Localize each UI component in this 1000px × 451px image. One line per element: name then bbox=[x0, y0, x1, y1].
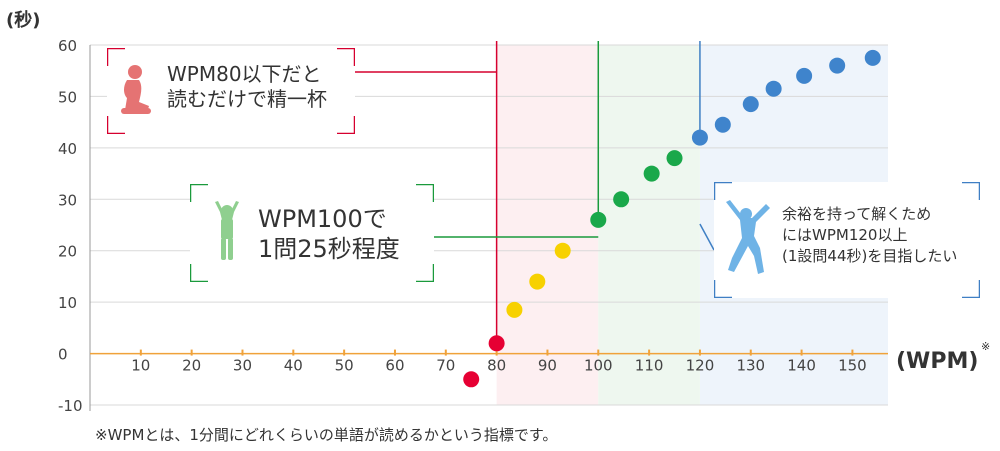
x-tick-label-110: 110 bbox=[635, 357, 664, 375]
data-points bbox=[463, 49, 881, 388]
axes bbox=[89, 45, 888, 411]
data-point-7 bbox=[643, 165, 660, 182]
x-tick-label-50: 50 bbox=[335, 357, 354, 375]
x-tick-label-10: 10 bbox=[131, 357, 150, 375]
x-tick-label-90: 90 bbox=[538, 357, 557, 375]
data-point-5 bbox=[590, 211, 607, 228]
kneeling-person-icon bbox=[121, 65, 151, 114]
y-tick-label-20: 20 bbox=[58, 243, 77, 261]
y-tick-label-10: 10 bbox=[58, 294, 77, 312]
data-point-11 bbox=[742, 96, 759, 113]
tick-labels: -10 0 10 20 30 40 50 60 10 20 30 40 50 60 70 80 90 100 110… bbox=[58, 37, 867, 415]
callout-red-text: WPM80以下だと 読むだけで精一杯 bbox=[167, 62, 327, 111]
y-tick-label--10: -10 bbox=[58, 397, 83, 415]
callout-blue: 余裕を持って解くため にはWPM120以上 (1設問44秒)を目指したい bbox=[714, 182, 980, 298]
x-tick-label-80: 80 bbox=[487, 357, 506, 375]
y-tick-label-60: 60 bbox=[58, 37, 77, 55]
callout-leaders bbox=[355, 71, 715, 251]
data-point-8 bbox=[666, 150, 683, 167]
data-point-15 bbox=[864, 49, 881, 66]
reference-lines bbox=[495, 41, 701, 344]
x-tick-label-60: 60 bbox=[385, 357, 404, 375]
data-point-6 bbox=[613, 191, 630, 208]
jumping-person-icon bbox=[726, 200, 770, 274]
callout-red: WPM80以下だと 読むだけで精一杯 bbox=[107, 48, 355, 134]
y-unit-label: (秒) bbox=[6, 9, 40, 31]
callout-blue-text: 余裕を持って解くため にはWPM120以上 (1設問44秒)を目指したい bbox=[782, 205, 958, 265]
x-tick-label-100: 100 bbox=[584, 357, 613, 375]
callout-green-text: WPM100で 1問25秒程度 bbox=[258, 205, 400, 263]
data-point-14 bbox=[829, 57, 846, 74]
x-tick-label-40: 40 bbox=[284, 357, 303, 375]
data-point-13 bbox=[796, 67, 813, 84]
data-point-0 bbox=[463, 371, 480, 388]
standing-person-icon bbox=[215, 201, 239, 260]
x-tick-label-130: 130 bbox=[736, 357, 765, 375]
x-tick-label-20: 20 bbox=[182, 357, 201, 375]
x-tick-label-120: 120 bbox=[686, 357, 715, 375]
data-point-9 bbox=[691, 129, 708, 146]
data-point-10 bbox=[714, 116, 731, 133]
data-point-12 bbox=[765, 80, 782, 97]
y-tick-label-50: 50 bbox=[58, 88, 77, 106]
zone-band-0 bbox=[496, 45, 599, 405]
x-tick-label-70: 70 bbox=[436, 357, 455, 375]
x-unit-asterisk: ※ bbox=[981, 340, 990, 353]
y-tick-label-40: 40 bbox=[58, 140, 77, 158]
x-unit-label: (WPM) bbox=[896, 349, 978, 374]
y-tick-label-30: 30 bbox=[58, 191, 77, 209]
data-point-1 bbox=[488, 335, 505, 352]
data-point-3 bbox=[529, 273, 546, 290]
data-point-4 bbox=[554, 242, 571, 259]
x-tick-label-140: 140 bbox=[787, 357, 816, 375]
callout-green: WPM100で 1問25秒程度 bbox=[190, 184, 434, 282]
y-tick-label-0: 0 bbox=[58, 346, 68, 364]
data-point-2 bbox=[506, 301, 523, 318]
zone-band-1 bbox=[598, 45, 700, 405]
leader-blue bbox=[699, 223, 715, 251]
x-tick-label-30: 30 bbox=[233, 357, 252, 375]
footnote: ※WPMとは、1分間にどれくらいの単語が読めるかという指標です。 bbox=[95, 426, 558, 444]
x-tick-label-150: 150 bbox=[838, 357, 867, 375]
